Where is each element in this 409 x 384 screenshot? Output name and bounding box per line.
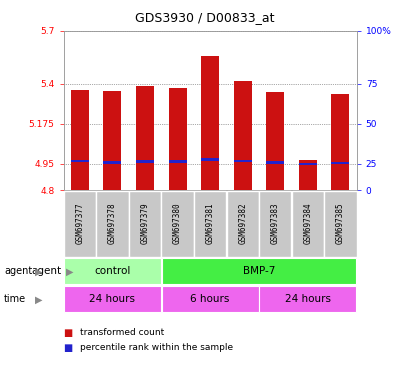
Text: GSM697381: GSM697381: [205, 203, 214, 245]
Text: GSM697378: GSM697378: [108, 203, 117, 245]
Text: 24 hours: 24 hours: [284, 294, 330, 305]
Text: transformed count: transformed count: [80, 328, 164, 337]
Bar: [136, 160, 153, 162]
Bar: [96, 191, 128, 257]
Bar: [161, 286, 258, 312]
Text: percentile rank within the sample: percentile rank within the sample: [80, 343, 232, 353]
Text: time: time: [4, 294, 26, 305]
Text: 6 hours: 6 hours: [190, 294, 229, 305]
Bar: [161, 258, 355, 284]
Text: GSM697380: GSM697380: [173, 203, 182, 245]
Text: ▶: ▶: [35, 266, 43, 276]
Bar: [161, 191, 193, 257]
Bar: [201, 159, 218, 161]
Text: ■: ■: [63, 328, 73, 338]
Text: GSM697382: GSM697382: [238, 203, 247, 245]
Bar: [291, 191, 323, 257]
Bar: [136, 86, 153, 190]
Text: ▶: ▶: [65, 266, 73, 276]
Bar: [103, 91, 121, 190]
Bar: [63, 191, 96, 257]
Text: control: control: [94, 266, 130, 276]
Bar: [330, 162, 348, 164]
Text: GDS3930 / D00833_at: GDS3930 / D00833_at: [135, 12, 274, 25]
Text: ■: ■: [63, 343, 73, 353]
Text: GSM697385: GSM697385: [335, 203, 344, 245]
Bar: [324, 191, 356, 257]
Bar: [233, 81, 251, 190]
Bar: [71, 160, 89, 162]
Text: ▶: ▶: [35, 294, 43, 305]
Bar: [298, 163, 316, 165]
Bar: [233, 160, 251, 162]
Bar: [71, 90, 89, 190]
Text: agent: agent: [31, 266, 61, 276]
Text: GSM697377: GSM697377: [75, 203, 84, 245]
Text: GSM697383: GSM697383: [270, 203, 279, 245]
Bar: [128, 191, 161, 257]
Bar: [266, 92, 283, 190]
Bar: [201, 56, 218, 190]
Text: agent: agent: [4, 266, 32, 276]
Text: 24 hours: 24 hours: [89, 294, 135, 305]
Bar: [103, 162, 121, 164]
Bar: [258, 191, 291, 257]
Text: BMP-7: BMP-7: [242, 266, 274, 276]
Bar: [266, 162, 283, 164]
Bar: [193, 191, 226, 257]
Bar: [168, 160, 186, 162]
Bar: [258, 286, 355, 312]
Text: GSM697379: GSM697379: [140, 203, 149, 245]
Bar: [298, 160, 316, 190]
Bar: [64, 286, 161, 312]
Text: GSM697384: GSM697384: [303, 203, 312, 245]
Bar: [330, 94, 348, 190]
Bar: [226, 191, 258, 257]
Bar: [168, 88, 186, 190]
Bar: [64, 258, 161, 284]
